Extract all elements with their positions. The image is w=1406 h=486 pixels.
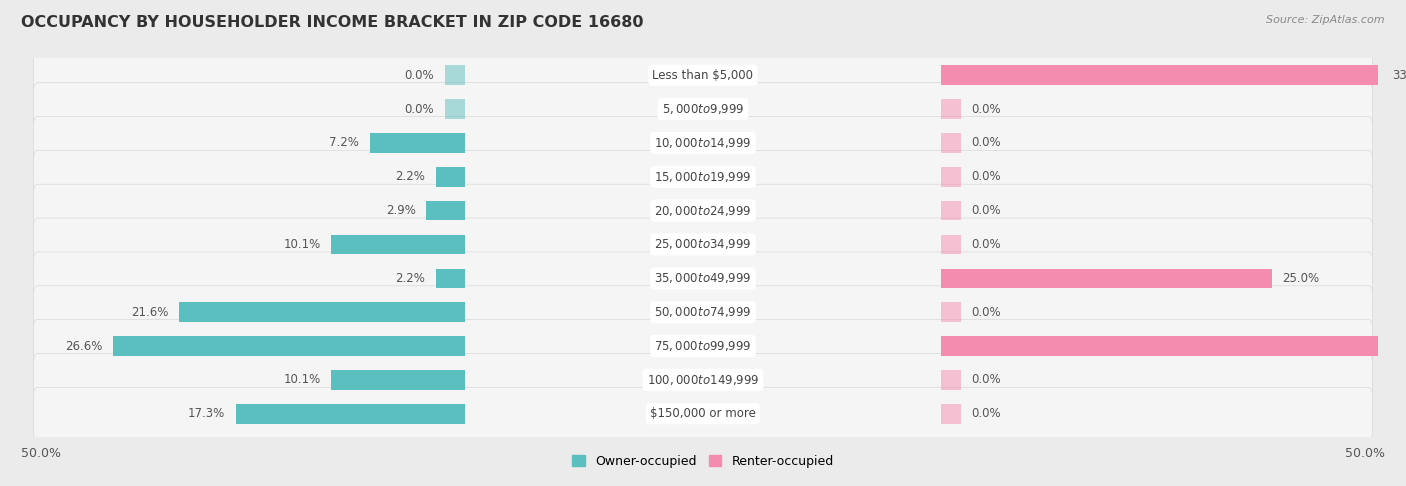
Bar bbox=[941, 167, 962, 187]
FancyBboxPatch shape bbox=[34, 184, 1372, 237]
FancyBboxPatch shape bbox=[34, 353, 1372, 406]
Bar bbox=[332, 235, 465, 254]
Bar bbox=[941, 370, 962, 390]
Bar bbox=[332, 370, 465, 390]
Bar bbox=[436, 268, 465, 288]
Text: $20,000 to $24,999: $20,000 to $24,999 bbox=[654, 204, 752, 218]
Bar bbox=[941, 99, 962, 119]
Text: $150,000 or more: $150,000 or more bbox=[650, 407, 756, 420]
Bar bbox=[370, 133, 465, 153]
Text: 0.0%: 0.0% bbox=[405, 69, 434, 82]
Text: 10.1%: 10.1% bbox=[284, 238, 321, 251]
Text: 0.0%: 0.0% bbox=[972, 204, 1001, 217]
Bar bbox=[436, 167, 465, 187]
FancyBboxPatch shape bbox=[34, 286, 1372, 339]
Bar bbox=[444, 99, 465, 119]
Text: 21.6%: 21.6% bbox=[131, 306, 169, 319]
Text: 2.2%: 2.2% bbox=[395, 170, 425, 183]
Text: 25.0%: 25.0% bbox=[1282, 272, 1320, 285]
Text: 17.3%: 17.3% bbox=[188, 407, 225, 420]
Text: 26.6%: 26.6% bbox=[65, 340, 103, 352]
Text: $35,000 to $49,999: $35,000 to $49,999 bbox=[654, 271, 752, 285]
Bar bbox=[236, 404, 465, 423]
Text: OCCUPANCY BY HOUSEHOLDER INCOME BRACKET IN ZIP CODE 16680: OCCUPANCY BY HOUSEHOLDER INCOME BRACKET … bbox=[21, 15, 644, 30]
FancyBboxPatch shape bbox=[34, 117, 1372, 169]
Text: Source: ZipAtlas.com: Source: ZipAtlas.com bbox=[1267, 15, 1385, 25]
Text: 0.0%: 0.0% bbox=[972, 373, 1001, 386]
Bar bbox=[941, 404, 962, 423]
FancyBboxPatch shape bbox=[34, 49, 1372, 102]
Bar bbox=[941, 302, 962, 322]
Text: 2.9%: 2.9% bbox=[387, 204, 416, 217]
Text: 2.2%: 2.2% bbox=[395, 272, 425, 285]
Bar bbox=[941, 66, 1382, 85]
FancyBboxPatch shape bbox=[34, 150, 1372, 203]
Text: 0.0%: 0.0% bbox=[972, 170, 1001, 183]
Bar bbox=[941, 268, 1272, 288]
Bar bbox=[444, 66, 465, 85]
Bar bbox=[941, 201, 962, 221]
Legend: Owner-occupied, Renter-occupied: Owner-occupied, Renter-occupied bbox=[568, 450, 838, 473]
FancyBboxPatch shape bbox=[34, 252, 1372, 305]
Bar bbox=[112, 336, 465, 356]
Bar bbox=[426, 201, 465, 221]
Text: 7.2%: 7.2% bbox=[329, 137, 359, 149]
Text: $5,000 to $9,999: $5,000 to $9,999 bbox=[662, 102, 744, 116]
Bar bbox=[179, 302, 465, 322]
Text: 10.1%: 10.1% bbox=[284, 373, 321, 386]
Text: $50,000 to $74,999: $50,000 to $74,999 bbox=[654, 305, 752, 319]
FancyBboxPatch shape bbox=[34, 83, 1372, 136]
Text: 0.0%: 0.0% bbox=[405, 103, 434, 116]
Text: $25,000 to $34,999: $25,000 to $34,999 bbox=[654, 238, 752, 251]
Text: 0.0%: 0.0% bbox=[972, 407, 1001, 420]
Text: $100,000 to $149,999: $100,000 to $149,999 bbox=[647, 373, 759, 387]
Text: $10,000 to $14,999: $10,000 to $14,999 bbox=[654, 136, 752, 150]
FancyBboxPatch shape bbox=[34, 320, 1372, 372]
Text: 0.0%: 0.0% bbox=[972, 137, 1001, 149]
Text: 33.3%: 33.3% bbox=[1392, 69, 1406, 82]
FancyBboxPatch shape bbox=[34, 387, 1372, 440]
Text: 0.0%: 0.0% bbox=[972, 238, 1001, 251]
Bar bbox=[941, 336, 1406, 356]
FancyBboxPatch shape bbox=[34, 218, 1372, 271]
Text: 0.0%: 0.0% bbox=[972, 103, 1001, 116]
Text: 0.0%: 0.0% bbox=[972, 306, 1001, 319]
Text: Less than $5,000: Less than $5,000 bbox=[652, 69, 754, 82]
Text: $15,000 to $19,999: $15,000 to $19,999 bbox=[654, 170, 752, 184]
Bar bbox=[941, 235, 962, 254]
Bar bbox=[941, 133, 962, 153]
Text: $75,000 to $99,999: $75,000 to $99,999 bbox=[654, 339, 752, 353]
